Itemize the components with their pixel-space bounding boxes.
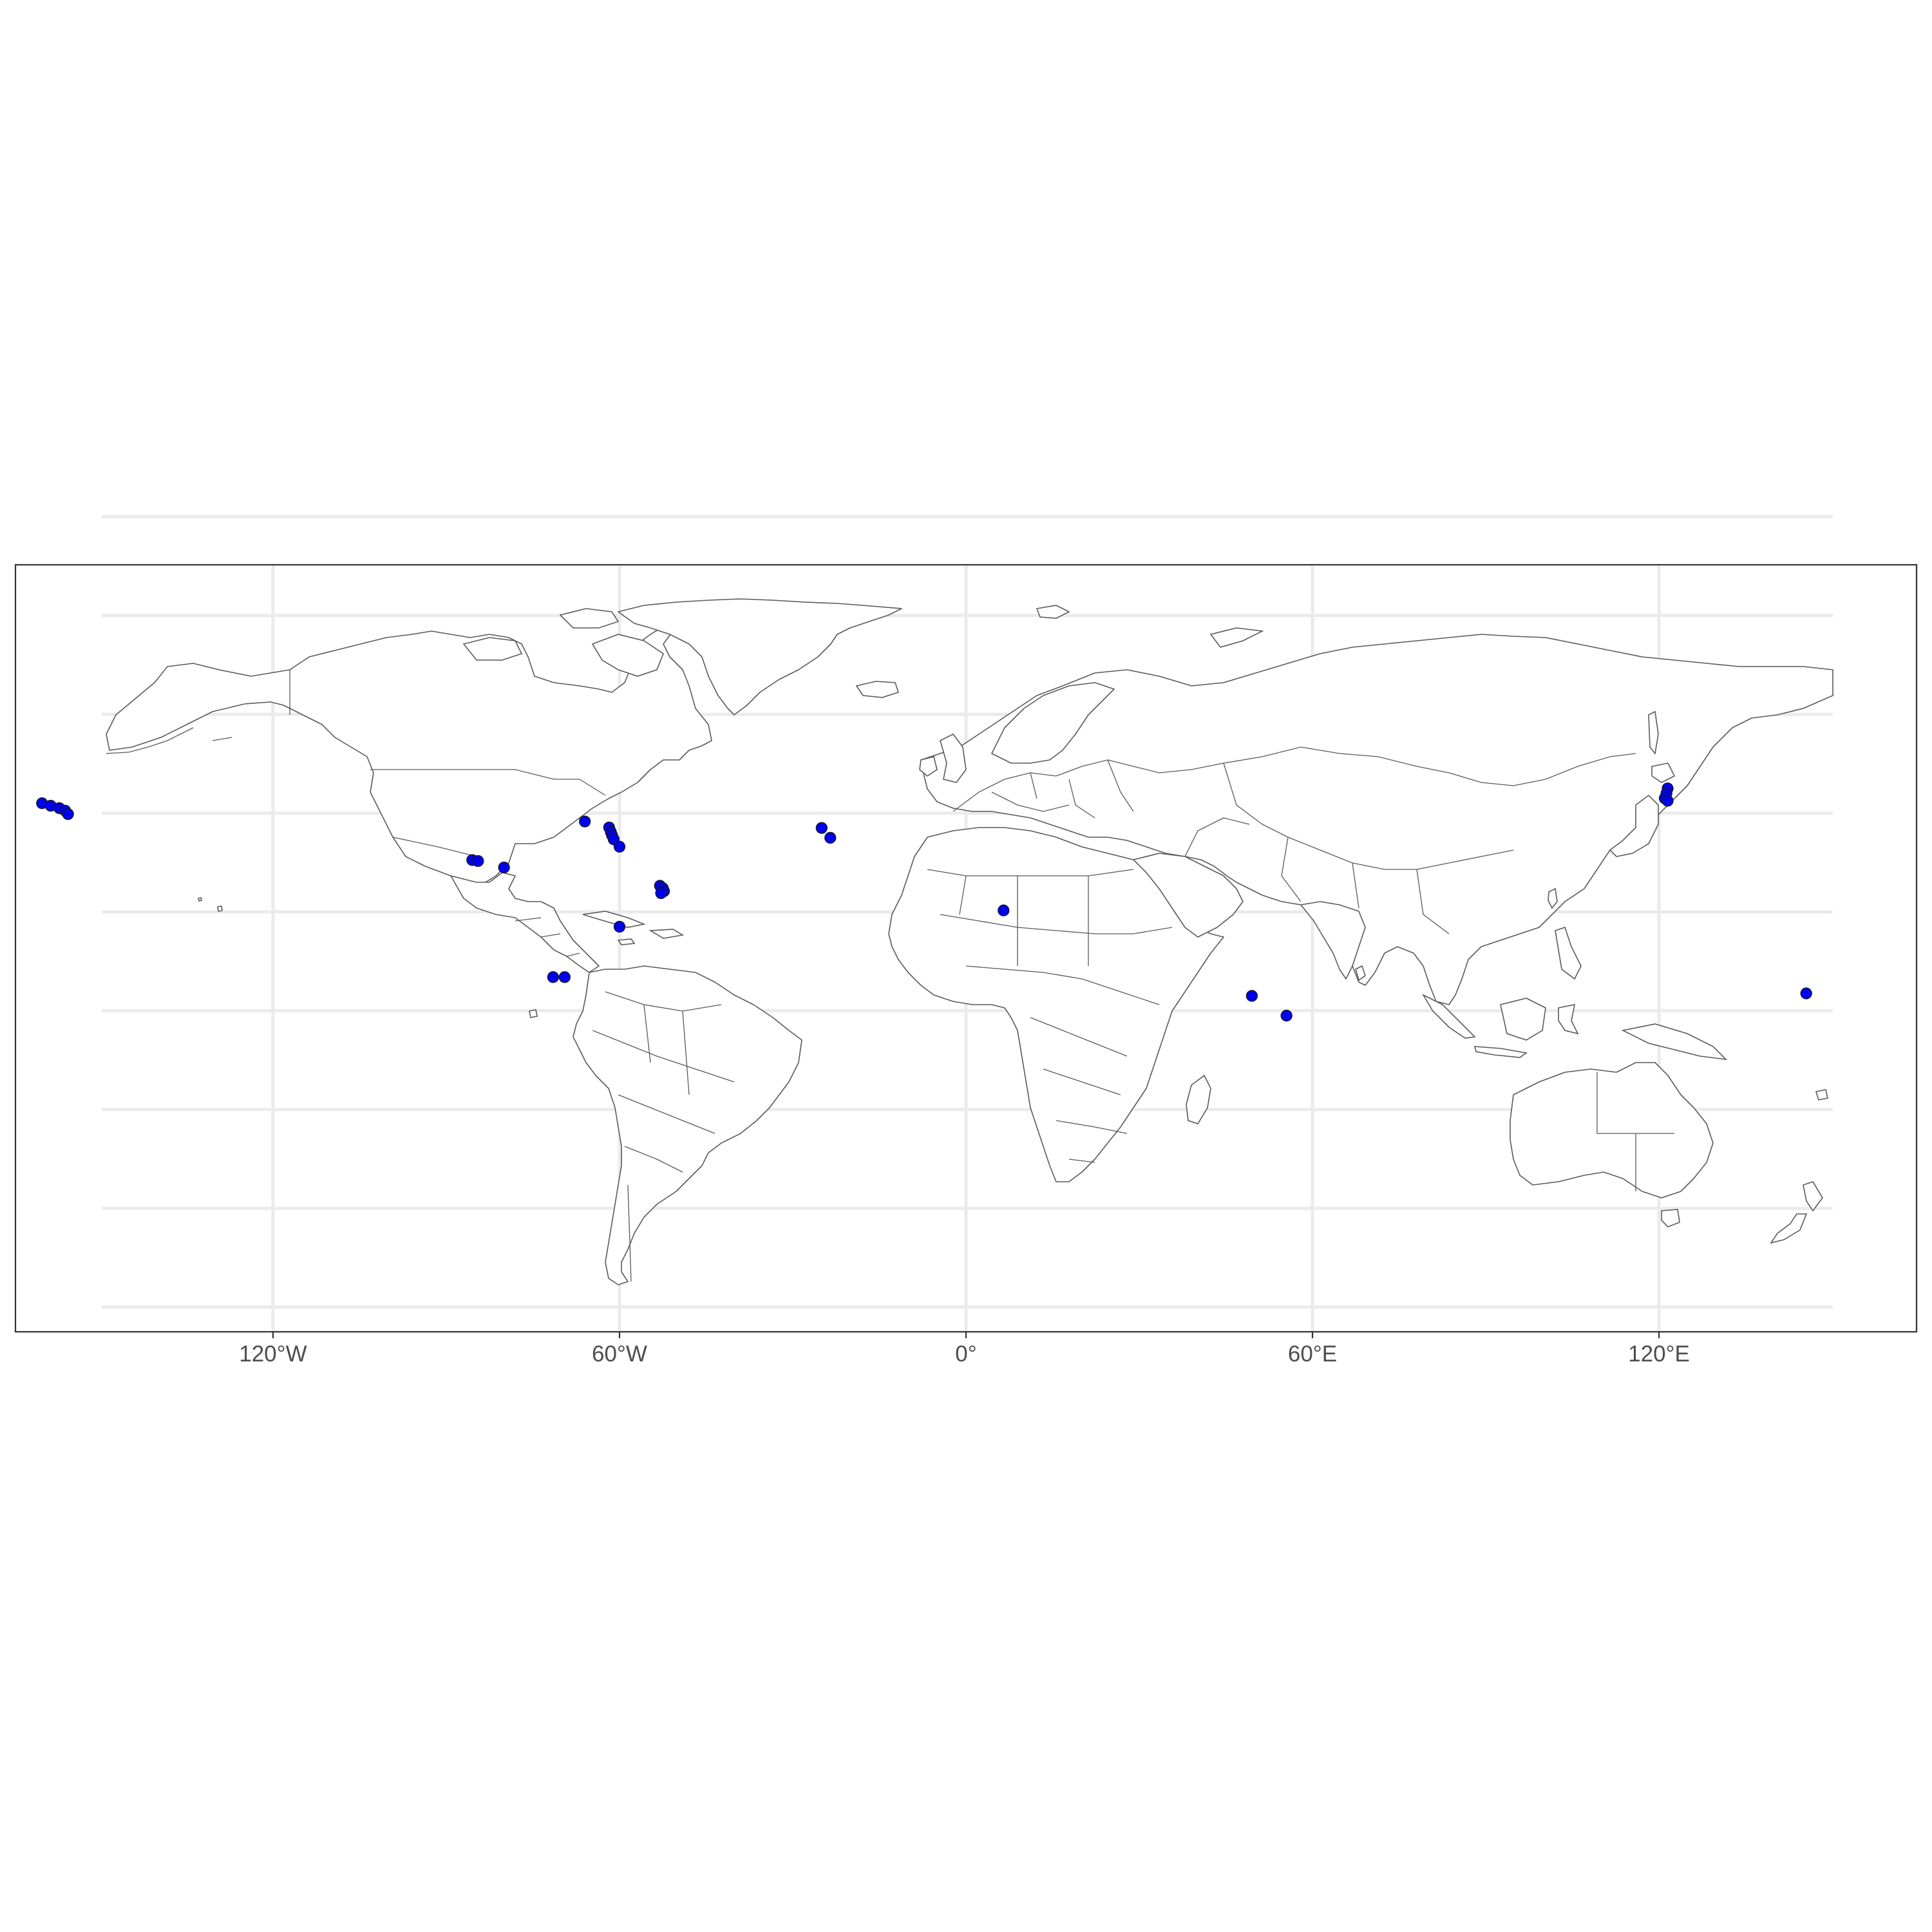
sakhalin-island xyxy=(1648,710,1659,755)
pacific-islands xyxy=(529,1009,1828,1101)
occurrence-point xyxy=(1280,1009,1293,1022)
x-tick-label: 120°E xyxy=(1628,1341,1690,1367)
arabian-peninsula xyxy=(1133,853,1244,938)
jamaica-island xyxy=(617,938,636,945)
hokkaido-island xyxy=(1651,762,1676,783)
occurrence-point xyxy=(655,887,667,900)
java-island xyxy=(1473,1046,1528,1058)
x-tick-label: 60°E xyxy=(1288,1341,1337,1367)
svalbard-island xyxy=(1036,605,1070,619)
central-america-borders xyxy=(515,917,580,957)
occurrence-point xyxy=(815,822,828,834)
africa-borders xyxy=(927,869,1173,1163)
iceland-island xyxy=(855,681,900,698)
occurrence-point xyxy=(613,920,626,933)
country-borders xyxy=(289,670,1674,1282)
russia-borders xyxy=(1159,746,1636,786)
occurrence-point xyxy=(62,808,74,820)
scandinavia-landmass xyxy=(991,682,1115,764)
victoria-island xyxy=(462,637,523,661)
north-america-landmass xyxy=(106,624,712,893)
indian-subcontinent xyxy=(1300,901,1366,980)
borneo-island xyxy=(1500,998,1546,1041)
occurrence-point xyxy=(472,855,484,867)
new-zealand-north-island xyxy=(1803,1181,1823,1212)
occurrence-points xyxy=(36,782,1812,1022)
greenland-landmass xyxy=(618,598,902,715)
australia-landmass xyxy=(1510,1062,1714,1198)
us-canada-border xyxy=(370,769,606,796)
occurrence-point xyxy=(998,904,1010,916)
europe-borders xyxy=(952,759,1160,819)
x-tick-label: 120°W xyxy=(239,1341,307,1367)
x-tick-label: 0° xyxy=(955,1341,976,1367)
land-masses xyxy=(106,598,1833,1285)
us-mexico-border xyxy=(392,837,477,857)
occurrence-point xyxy=(547,971,560,983)
sri-lanka-island xyxy=(1355,965,1366,981)
asia-borders xyxy=(1184,762,1514,934)
sulawesi-island xyxy=(1558,1003,1579,1035)
x-axis-ticks: 120°W 60°W 0° 60°E 120°E xyxy=(239,1332,1690,1367)
occurrence-point xyxy=(579,815,591,828)
australia-borders xyxy=(1596,1072,1674,1191)
baffin-island xyxy=(591,634,664,677)
occurrence-point xyxy=(824,831,837,844)
new-zealand-south-island xyxy=(1770,1213,1808,1244)
occurrence-point xyxy=(1662,795,1674,807)
occurrence-point xyxy=(558,971,571,983)
south-america-borders xyxy=(592,991,735,1282)
occurrence-point xyxy=(1800,987,1812,999)
japan-islands xyxy=(1609,794,1659,857)
occurrence-point xyxy=(498,861,510,874)
ellesmere-island xyxy=(559,608,620,629)
tasmania-island xyxy=(1661,1209,1680,1227)
great-britain-island xyxy=(940,733,967,783)
occurrence-point xyxy=(1245,990,1258,1002)
cuba-island xyxy=(582,911,646,928)
philippines-islands xyxy=(1555,926,1582,980)
aleutian-chain xyxy=(106,727,232,754)
occurrence-point xyxy=(613,840,626,853)
hawaii-islands xyxy=(198,897,223,912)
ireland-island xyxy=(919,756,938,777)
sumatra-island xyxy=(1421,994,1476,1039)
central-america-landmass xyxy=(450,872,600,973)
novaya-zemlya-island xyxy=(1209,627,1264,648)
taiwan-island xyxy=(1548,887,1558,909)
new-guinea-island xyxy=(1621,1023,1728,1061)
madagascar-island xyxy=(1186,1074,1211,1124)
x-tick-label: 60°W xyxy=(592,1341,647,1367)
hispaniola-island xyxy=(649,929,685,939)
